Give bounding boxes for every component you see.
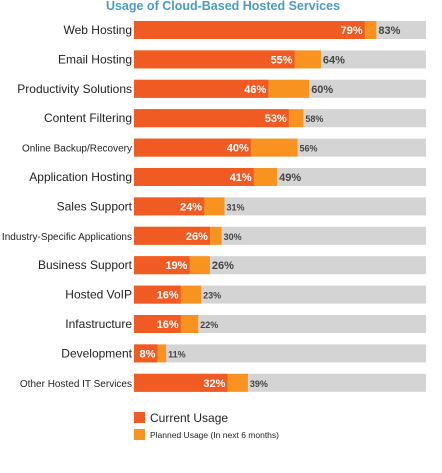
current-value-label-other-hosted-it-services: 32% (203, 378, 225, 390)
planned-value-label-application-hosting: 49% (279, 172, 301, 184)
current-bar-infastructure (134, 315, 181, 333)
current-bar-business-support (134, 256, 190, 275)
category-label-online-backup-recovery: Online Backup/Recovery (22, 144, 132, 155)
category-label-hosted-voip: Hosted VoIP (65, 288, 132, 302)
current-value-label-application-hosting: 41% (230, 172, 252, 184)
category-label-productivity-solutions: Productivity Solutions (17, 82, 132, 96)
category-label-industry-specific-applications: Industry-Specific Applications (2, 232, 132, 243)
current-bar-productivity-solutions (134, 79, 269, 98)
category-label-email-hosting: Email Hosting (58, 52, 132, 66)
category-label-development: Development (61, 346, 132, 360)
category-label-infastructure: Infastructure (65, 317, 132, 331)
category-label-other-hosted-it-services: Other Hosted IT Services (20, 379, 132, 390)
current-value-label-productivity-solutions: 46% (244, 84, 266, 96)
current-bar-online-backup-recovery (134, 138, 251, 157)
planned-value-label-productivity-solutions: 60% (311, 84, 333, 96)
chart-title: Usage of Cloud-Based Hosted Services (106, 0, 340, 13)
current-value-label-hosted-voip: 16% (157, 290, 179, 302)
category-label-business-support: Business Support (38, 258, 133, 272)
planned-value-label-email-hosting: 64% (323, 54, 345, 66)
legend-label-current: Current Usage (150, 411, 228, 425)
planned-value-label-web-hosting: 83% (378, 25, 400, 37)
legend-swatch-planned (134, 429, 145, 440)
planned-value-label-infastructure: 22% (200, 320, 218, 330)
current-value-label-content-filtering: 53% (265, 113, 287, 125)
planned-value-label-hosted-voip: 23% (203, 291, 221, 301)
current-value-label-industry-specific-applications: 26% (186, 231, 208, 243)
current-bar-content-filtering (134, 109, 289, 128)
legend-swatch-current (134, 412, 145, 423)
current-value-label-business-support: 19% (165, 260, 187, 272)
planned-value-label-content-filtering: 58% (305, 114, 323, 124)
current-value-label-infastructure: 16% (157, 319, 179, 331)
current-bar-sales-support (134, 197, 205, 216)
category-label-content-filtering: Content Filtering (44, 111, 132, 125)
planned-value-label-online-backup-recovery: 56% (300, 144, 318, 154)
planned-value-label-business-support: 26% (212, 260, 234, 272)
current-bar-industry-specific-applications (134, 226, 210, 245)
legend-label-planned: Planned Usage (In next 6 months) (150, 430, 279, 440)
current-bar-web-hosting (134, 21, 365, 39)
current-bar-other-hosted-it-services (134, 373, 228, 392)
planned-value-label-sales-support: 31% (227, 202, 245, 212)
current-value-label-development: 8% (139, 348, 155, 360)
planned-value-label-development: 11% (168, 349, 186, 359)
current-value-label-web-hosting: 79% (341, 25, 363, 37)
category-label-sales-support: Sales Support (57, 199, 133, 213)
bars-group: Web Hosting 79% 83% Email Hosting 55% 64% Prod… (2, 21, 426, 392)
track-bar-hosted-voip (134, 285, 426, 304)
current-bar-development (134, 344, 158, 363)
current-bar-hosted-voip (134, 285, 181, 304)
current-bar-application-hosting (134, 168, 254, 186)
current-value-label-sales-support: 24% (180, 201, 202, 213)
planned-value-label-industry-specific-applications: 30% (224, 232, 242, 242)
current-bar-email-hosting (134, 50, 295, 69)
legend: Current Usage Planned Usage (In next 6 m… (134, 411, 279, 440)
current-value-label-email-hosting: 55% (271, 54, 293, 66)
category-label-web-hosting: Web Hosting (64, 23, 132, 37)
current-value-label-online-backup-recovery: 40% (227, 143, 249, 155)
track-bar-infastructure (134, 315, 426, 333)
category-label-application-hosting: Application Hosting (29, 170, 132, 184)
planned-value-label-other-hosted-it-services: 39% (250, 379, 268, 389)
track-bar-development (134, 344, 426, 363)
